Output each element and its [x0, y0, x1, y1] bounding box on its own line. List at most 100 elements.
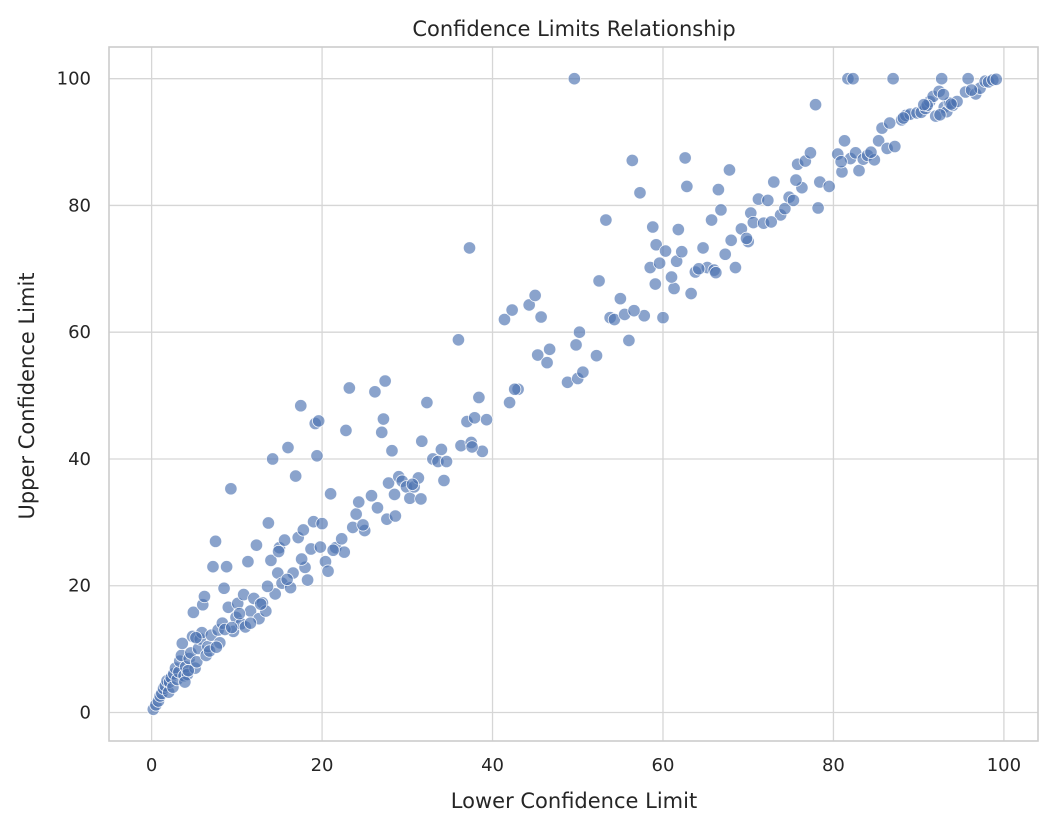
- scatter-point: [625, 153, 639, 168]
- scatter-point: [209, 640, 223, 654]
- scatter-point: [375, 425, 389, 439]
- scatter-point: [261, 516, 275, 530]
- scatter-point: [944, 97, 958, 111]
- scatter-point: [208, 534, 223, 548]
- scatter-point: [846, 72, 860, 86]
- scatter-point: [376, 412, 391, 426]
- scatter-point: [572, 325, 587, 339]
- scatter-point: [217, 581, 231, 595]
- scatter-point: [364, 489, 379, 503]
- x-tick-label: 40: [481, 755, 504, 776]
- scatter-point: [803, 146, 818, 160]
- scatter-point: [696, 241, 710, 255]
- scatter-point: [175, 636, 189, 650]
- scatter-point: [224, 482, 238, 496]
- scatter-point: [933, 108, 947, 122]
- scatter-point: [281, 440, 295, 455]
- y-tick-label: 0: [80, 702, 91, 723]
- scatter-point: [312, 414, 326, 428]
- scatter-point: [811, 201, 825, 215]
- scatter-point: [522, 298, 536, 312]
- scatter-point: [528, 288, 542, 303]
- scatter-point: [437, 473, 451, 488]
- scatter-point: [613, 292, 627, 306]
- y-tick-label: 40: [68, 449, 91, 470]
- scatter-point: [349, 507, 363, 521]
- scatter-point: [896, 111, 910, 125]
- scatter-point: [886, 72, 900, 86]
- scatter-point: [272, 544, 286, 559]
- scatter-point: [178, 675, 192, 689]
- x-tick-label: 80: [822, 755, 845, 776]
- scatter-point: [704, 213, 719, 227]
- scatter-point: [834, 155, 848, 169]
- scatter-point: [883, 116, 897, 130]
- scatter-point: [678, 151, 692, 165]
- scatter-point: [472, 390, 486, 405]
- scatter-point: [323, 487, 338, 501]
- scatter-point: [439, 454, 454, 469]
- scatter-point: [388, 509, 402, 523]
- scatter-point: [505, 303, 519, 317]
- scatter-point: [220, 560, 234, 574]
- scatter-point: [652, 256, 667, 270]
- x-tick-label: 100: [987, 755, 1021, 776]
- scatter-point: [381, 476, 396, 490]
- scatter-point: [368, 385, 382, 399]
- scatter-point: [420, 395, 434, 410]
- scatter-point: [352, 495, 366, 509]
- scatter-point: [567, 72, 581, 86]
- x-axis-label: Lower Confidence Limit: [451, 789, 697, 813]
- x-tick-label: 0: [146, 755, 157, 776]
- scatter-point: [310, 449, 324, 463]
- scatter-point: [294, 399, 308, 413]
- y-tick-label: 60: [68, 322, 91, 343]
- scatter-point: [254, 597, 268, 611]
- scatter-point: [370, 501, 385, 515]
- scatter-point: [714, 203, 728, 217]
- ticks-layer: 0 20 40 60 80 100 0 20 40 60 80 100: [57, 69, 1021, 776]
- scatter-point: [339, 423, 353, 438]
- scatter-point: [724, 233, 738, 247]
- x-tick-label: 60: [652, 755, 675, 776]
- scatter-point: [462, 241, 477, 255]
- scatter-point: [786, 193, 800, 207]
- scatter-point: [543, 342, 557, 356]
- scatter-point: [531, 348, 545, 362]
- scatter-point: [502, 395, 517, 410]
- scatter-point: [321, 564, 335, 578]
- scatter-point: [534, 310, 548, 324]
- scatter-point: [206, 560, 220, 574]
- scatter-point: [378, 374, 392, 388]
- scatter-point: [434, 442, 448, 457]
- scatter-point: [468, 411, 482, 425]
- scatter-point: [728, 260, 743, 275]
- scatter-point: [295, 552, 309, 566]
- scatter-point: [837, 134, 852, 148]
- scatter-point: [622, 333, 636, 348]
- scatter-point: [387, 487, 402, 502]
- scatter-point: [576, 365, 590, 379]
- scatter-point: [266, 452, 280, 466]
- plot-frame: [108, 46, 1039, 742]
- chart-title: Confidence Limits Relationship: [412, 17, 735, 41]
- scatter-point: [508, 382, 522, 396]
- scatter-point: [465, 440, 479, 454]
- scatter-point: [649, 238, 663, 252]
- scatter-point: [648, 277, 662, 291]
- scatter-point: [989, 72, 1003, 86]
- y-tick-label: 80: [68, 195, 91, 216]
- scatter-point: [767, 175, 781, 189]
- scatter-point: [315, 517, 329, 531]
- scatter-point: [664, 270, 679, 284]
- scatter-point: [917, 98, 931, 112]
- scatter-point: [497, 312, 512, 327]
- scatter-point: [852, 163, 866, 178]
- scatter-point: [684, 286, 698, 301]
- scatter-point: [249, 538, 264, 552]
- scatter-point: [961, 72, 975, 86]
- scatter-point: [479, 413, 494, 427]
- y-axis-label: Upper Confidence Limit: [15, 272, 39, 519]
- scatter-point: [599, 213, 613, 227]
